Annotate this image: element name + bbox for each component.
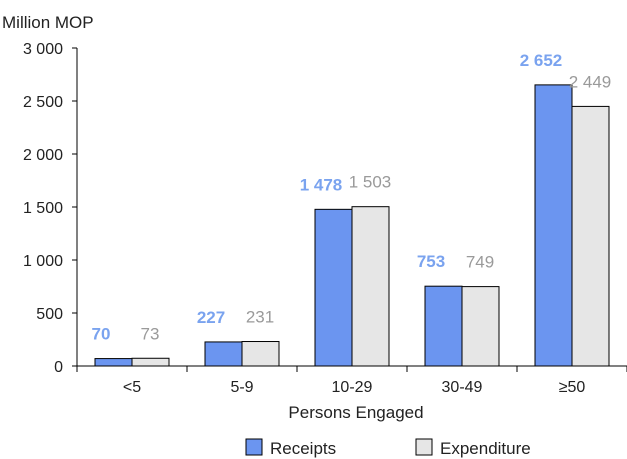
legend-swatch	[415, 438, 433, 456]
data-label-expenditure: 1 503	[349, 173, 392, 192]
legend-label: Expenditure	[440, 439, 531, 458]
bar-receipts	[534, 84, 573, 367]
legend-item-expenditure: Expenditure	[415, 438, 531, 458]
plot-area: 0 500 1 000 1 500 2 000 2 500 3 000 70 73 <5 227 23…	[23, 41, 627, 396]
legend-swatch	[245, 438, 263, 456]
data-label-receipts: 753	[417, 252, 445, 271]
bar-expenditure	[131, 357, 170, 367]
bar-receipts	[204, 341, 243, 367]
bar-expenditure	[241, 341, 280, 367]
data-label-expenditure: 749	[466, 253, 494, 272]
y-tick-label: 1 000	[23, 253, 63, 270]
data-label-receipts: 1 478	[300, 175, 343, 194]
x-tick-label: ≥50	[559, 379, 586, 396]
legend-item-receipts: Receipts	[245, 438, 336, 458]
legend: Receipts Expenditure	[245, 438, 531, 458]
data-label-receipts: 2 652	[520, 51, 563, 70]
bar-expenditure	[461, 286, 500, 367]
bar-expenditure	[571, 105, 610, 367]
y-tick-label: 500	[36, 306, 63, 323]
x-tick-label: 10-29	[332, 379, 373, 396]
bar-receipts	[94, 358, 133, 367]
x-tick-label: 5-9	[230, 379, 253, 396]
bar-expenditure	[351, 206, 390, 367]
y-tick-label: 1 500	[23, 200, 63, 217]
y-axis-title: Million MOP	[2, 13, 94, 32]
y-tick-label: 0	[54, 359, 63, 376]
bar-receipts	[314, 208, 353, 367]
legend-label: Receipts	[270, 439, 336, 458]
data-label-expenditure: 231	[246, 308, 274, 327]
y-tick-label: 2 500	[23, 94, 63, 111]
y-tick-label: 3 000	[23, 41, 63, 58]
data-label-expenditure: 73	[141, 324, 160, 343]
bar-receipts	[424, 285, 463, 367]
y-tick-label: 2 000	[23, 147, 63, 164]
x-tick-label: 30-49	[442, 379, 483, 396]
data-label-expenditure: 2 449	[569, 72, 612, 91]
data-label-receipts: 227	[197, 308, 225, 327]
x-tick-label: <5	[123, 379, 141, 396]
x-axis-title: Persons Engaged	[288, 403, 423, 422]
data-label-receipts: 70	[92, 325, 111, 344]
